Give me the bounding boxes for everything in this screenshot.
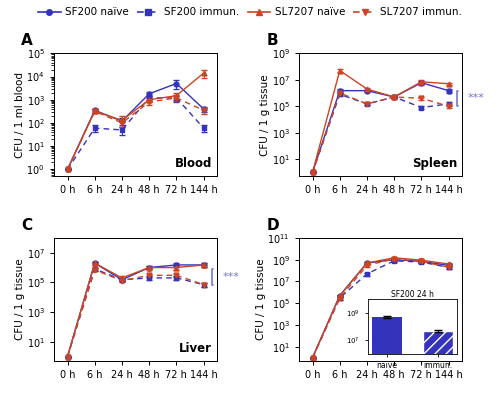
Text: A: A: [21, 34, 33, 48]
Text: Spleen: Spleen: [412, 157, 458, 170]
Legend: SF200 naïve, SF200 immun., SL7207 naïve, SL7207 immun.: SF200 naïve, SF200 immun., SL7207 naïve,…: [34, 3, 467, 22]
Y-axis label: CFU / 1 g tissue: CFU / 1 g tissue: [15, 259, 25, 340]
Text: Liver: Liver: [180, 342, 212, 355]
Y-axis label: CFU / 1 g tissue: CFU / 1 g tissue: [260, 74, 270, 156]
Text: Tumor: Tumor: [416, 342, 458, 355]
Text: B: B: [266, 34, 278, 48]
Text: Blood: Blood: [175, 157, 212, 170]
Y-axis label: CFU / 1 ml blood: CFU / 1 ml blood: [15, 72, 25, 158]
Text: ***: ***: [222, 272, 240, 282]
Text: ***: ***: [468, 94, 484, 103]
Y-axis label: CFU / 1 g tissue: CFU / 1 g tissue: [256, 259, 266, 340]
Text: C: C: [21, 218, 32, 233]
Text: D: D: [266, 218, 279, 233]
